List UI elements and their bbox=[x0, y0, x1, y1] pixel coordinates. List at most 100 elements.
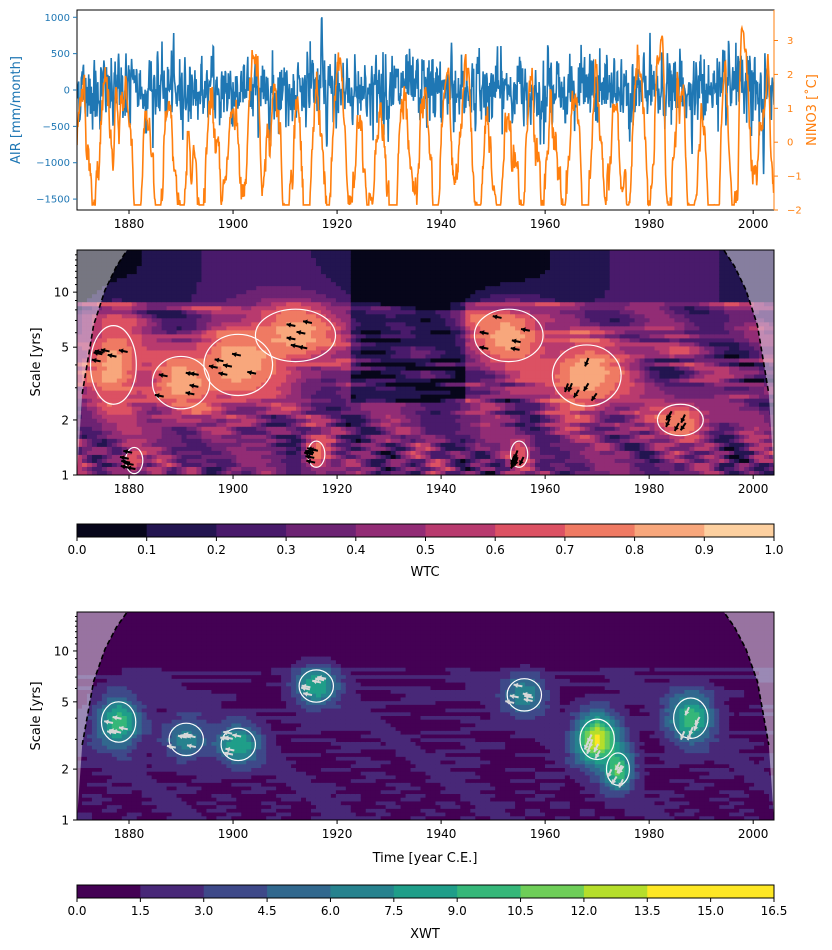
heatmap-cell bbox=[221, 366, 227, 372]
heatmap-cell bbox=[271, 318, 277, 323]
heatmap-cell bbox=[271, 386, 277, 392]
heatmap-cell bbox=[505, 342, 511, 348]
heatmap-cell bbox=[201, 350, 208, 356]
heatmap-cell bbox=[161, 274, 168, 279]
heatmap-cell bbox=[181, 282, 188, 287]
heatmap-cell bbox=[86, 330, 93, 335]
heatmap-cell bbox=[340, 326, 347, 331]
heatmap-cell bbox=[171, 438, 178, 444]
heatmap-cell bbox=[420, 286, 427, 291]
heatmap-cell bbox=[435, 278, 442, 283]
heatmap-cell bbox=[370, 270, 377, 275]
heatmap-cell bbox=[161, 374, 168, 380]
heatmap-cell bbox=[77, 302, 83, 307]
heatmap-cell bbox=[286, 422, 292, 428]
heatmap-cell bbox=[231, 302, 237, 307]
heatmap-cell bbox=[241, 334, 247, 339]
heatmap-cell bbox=[191, 282, 198, 287]
heatmap-cell bbox=[231, 282, 237, 287]
heatmap-cell bbox=[276, 390, 282, 396]
heatmap-cell bbox=[181, 382, 188, 388]
heatmap-cell bbox=[445, 358, 451, 364]
heatmap-cell bbox=[121, 314, 128, 319]
heatmap-cell bbox=[251, 358, 257, 364]
heatmap-cell bbox=[470, 326, 476, 331]
heatmap-cell bbox=[340, 350, 347, 356]
heatmap-cell bbox=[131, 306, 138, 311]
heatmap-cell bbox=[455, 278, 461, 283]
heatmap-cell bbox=[96, 298, 103, 303]
heatmap-cell bbox=[340, 262, 347, 267]
heatmap-cell bbox=[136, 414, 143, 420]
heatmap-cell bbox=[340, 422, 347, 428]
heatmap-cell bbox=[181, 358, 188, 364]
heatmap-cell bbox=[296, 250, 302, 255]
heatmap-cell bbox=[181, 370, 188, 376]
heatmap-cell bbox=[116, 270, 123, 275]
heatmap-cell bbox=[111, 362, 118, 368]
heatmap-cell bbox=[141, 298, 148, 303]
heatmap-cell bbox=[345, 310, 352, 315]
heatmap-cell bbox=[236, 462, 242, 468]
heatmap-cell bbox=[166, 262, 173, 267]
heatmap-cell bbox=[405, 362, 412, 368]
heatmap-cell bbox=[116, 362, 123, 368]
heatmap-cell bbox=[380, 358, 387, 364]
heatmap-cell bbox=[86, 354, 93, 360]
heatmap-cell bbox=[355, 354, 362, 360]
heatmap-cell bbox=[211, 338, 217, 344]
heatmap-cell bbox=[365, 302, 372, 307]
heatmap-cell bbox=[480, 382, 486, 388]
heatmap-cell bbox=[390, 254, 397, 259]
heatmap-cell bbox=[440, 330, 447, 335]
heatmap-cell bbox=[350, 406, 357, 412]
heatmap-cell bbox=[445, 414, 451, 420]
heatmap-cell bbox=[400, 282, 407, 287]
heatmap-cell bbox=[470, 262, 476, 267]
heatmap-cell bbox=[420, 422, 427, 428]
heatmap-cell bbox=[435, 398, 442, 404]
heatmap-cell bbox=[111, 342, 118, 348]
heatmap-cell bbox=[340, 410, 347, 416]
heatmap-cell bbox=[136, 406, 143, 412]
heatmap-cell bbox=[186, 354, 193, 360]
heatmap-cell bbox=[191, 262, 198, 267]
heatmap-cell bbox=[231, 362, 237, 368]
heatmap-cell bbox=[445, 446, 451, 452]
heatmap-cell bbox=[176, 346, 183, 352]
heatmap-cell bbox=[176, 422, 183, 428]
heatmap-cell bbox=[211, 334, 217, 339]
heatmap-cell bbox=[465, 378, 471, 384]
heatmap-cell bbox=[106, 318, 113, 323]
heatmap-cell bbox=[201, 470, 208, 475]
heatmap-cell bbox=[480, 254, 486, 259]
heatmap-cell bbox=[176, 426, 183, 432]
heatmap-cell bbox=[370, 334, 377, 339]
heatmap-cell bbox=[196, 254, 203, 259]
heatmap-cell bbox=[126, 342, 133, 348]
heatmap-cell bbox=[276, 458, 282, 464]
heatmap-cell bbox=[151, 454, 158, 460]
heatmap-cell bbox=[276, 318, 282, 323]
heatmap-cell bbox=[301, 258, 307, 263]
heatmap-cell bbox=[365, 314, 372, 319]
heatmap-cell bbox=[141, 326, 148, 331]
heatmap-cell bbox=[390, 454, 397, 460]
heatmap-cell bbox=[246, 470, 252, 475]
heatmap-cell bbox=[251, 470, 257, 475]
heatmap-cell bbox=[266, 410, 272, 416]
heatmap-cell bbox=[96, 446, 103, 452]
heatmap-cell bbox=[166, 278, 173, 283]
heatmap-cell bbox=[236, 386, 242, 392]
heatmap-cell bbox=[330, 250, 337, 255]
heatmap-cell bbox=[81, 330, 88, 335]
heatmap-cell bbox=[246, 466, 252, 472]
heatmap-cell bbox=[515, 250, 521, 255]
heatmap-cell bbox=[291, 450, 297, 456]
heatmap-cell bbox=[355, 298, 362, 303]
heatmap-cell bbox=[320, 450, 327, 456]
heatmap-cell bbox=[141, 254, 148, 259]
heatmap-cell bbox=[505, 382, 511, 388]
heatmap-cell bbox=[146, 318, 153, 323]
heatmap-cell bbox=[505, 446, 511, 452]
